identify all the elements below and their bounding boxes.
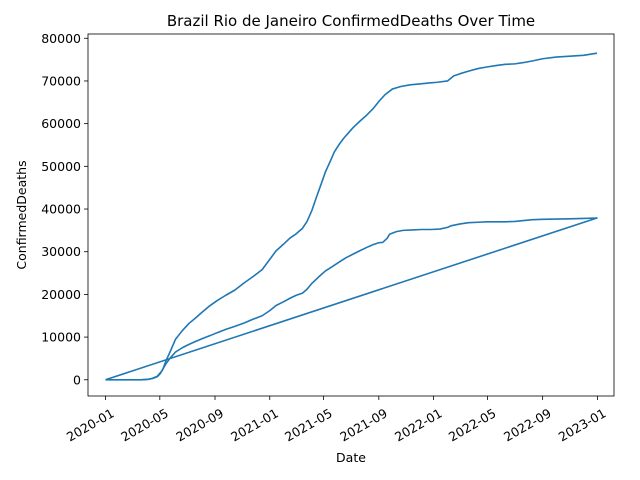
y-tick-label: 60000 [41, 116, 81, 131]
y-tick-label: 10000 [41, 330, 81, 345]
plot-frame [87, 33, 615, 397]
y-tick-label: 0 [73, 372, 81, 387]
y-tick-label: 30000 [41, 244, 81, 259]
y-tick-label: 80000 [41, 31, 81, 46]
y-axis-ticks: 0 10000 20000 30000 40000 50000 60000 70000 8000… [41, 31, 88, 387]
y-tick-label: 50000 [41, 159, 81, 174]
series-line-1 [105, 217, 598, 381]
y-axis-title: ConfirmedDeaths [14, 160, 29, 269]
x-axis-title: Date [336, 450, 366, 465]
y-tick-label: 40000 [41, 202, 81, 217]
y-tick-label: 70000 [41, 73, 81, 88]
plot-lines [105, 52, 598, 381]
series-line-2 [140, 52, 598, 381]
y-tick-label: 20000 [41, 287, 81, 302]
chart-title: Brazil Rio de Janeiro ConfirmedDeaths Ov… [167, 12, 535, 30]
